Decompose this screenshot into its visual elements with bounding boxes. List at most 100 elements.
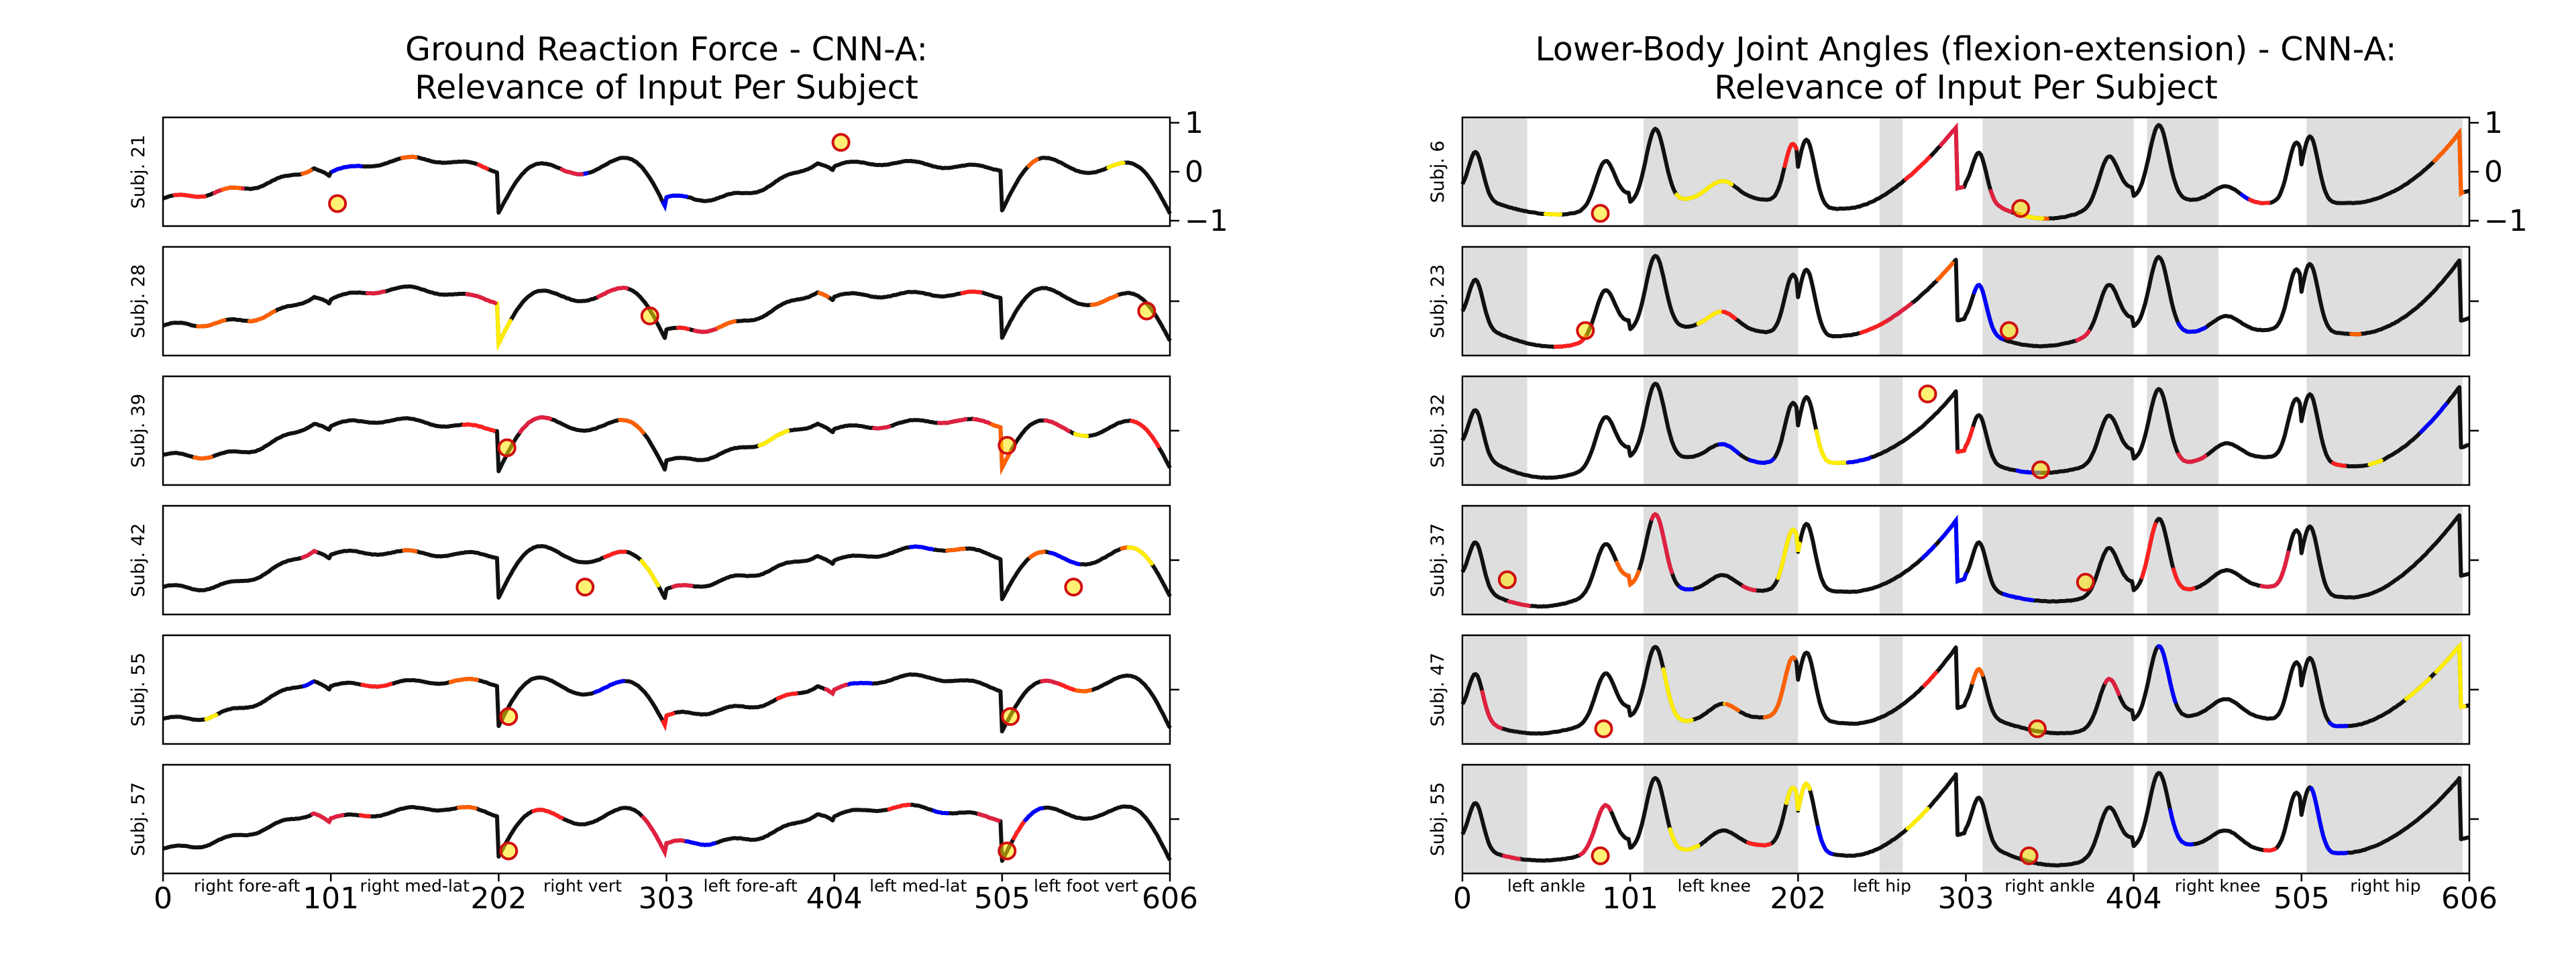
relevance-segment — [987, 421, 1013, 476]
highlight-marker — [328, 194, 347, 213]
shaded-region — [2147, 765, 2218, 873]
xtick-label: 101 — [1602, 881, 1658, 916]
relevance-segment — [518, 415, 553, 434]
relevance-segment — [2419, 402, 2449, 434]
subject-label: Subj. 6 — [1428, 140, 1448, 203]
relevance-segment — [1674, 187, 1709, 201]
segment-label: right med-lat — [360, 876, 470, 896]
chart-title-line: Relevance of Input Per Subject — [1714, 68, 2218, 107]
relevance-segment — [1776, 527, 1802, 580]
relevance-segment — [2330, 461, 2347, 468]
subject-label: Subj. 37 — [1428, 523, 1448, 597]
highlight-marker — [1137, 301, 1157, 321]
shaded-region — [1879, 635, 1903, 744]
subject-label: Subj. 55 — [1428, 782, 1448, 856]
relevance-segment — [462, 422, 496, 433]
relevance-segment — [1717, 442, 1741, 455]
subplot-subj-28: Subj. 28 — [128, 246, 1179, 357]
xtick-label: 101 — [303, 881, 359, 916]
highlight-marker — [499, 707, 519, 727]
relevance-segment — [1955, 426, 1975, 454]
segment-label: left med-lat — [869, 876, 967, 896]
series-line — [162, 415, 1172, 474]
relevance-segment — [2103, 676, 2121, 696]
relevance-segment — [1921, 544, 1937, 560]
subplot-frame — [162, 634, 1171, 745]
relevance-segment — [593, 679, 626, 694]
series-line — [162, 284, 1172, 346]
relevance-segment — [301, 168, 313, 176]
relevance-segment — [1668, 827, 1701, 852]
relevance-segment — [358, 813, 372, 818]
relevance-segment — [2176, 452, 2208, 464]
shaded-region — [2306, 247, 2463, 356]
relevance-segment — [1501, 853, 1521, 861]
relevance-segment — [2168, 808, 2194, 847]
relevance-segment — [1816, 825, 1833, 856]
shaded-region — [1464, 376, 1527, 485]
relevance-segment — [960, 289, 983, 295]
segment-label: right fore-aft — [194, 876, 301, 896]
relevance-segment — [2432, 127, 2465, 197]
relevance-segment — [653, 831, 686, 859]
segment-label: left hip — [1853, 876, 1911, 896]
relevance-segment — [639, 559, 661, 588]
relevance-segment — [2327, 720, 2349, 729]
relevance-segment — [1784, 781, 1812, 812]
relevance-segment — [1746, 841, 1772, 848]
relevance-segment — [661, 711, 676, 732]
xtick-label: 404 — [2106, 881, 2162, 916]
relevance-segment — [402, 548, 418, 553]
relevance-segment — [936, 417, 968, 425]
relevance-segment — [559, 167, 584, 176]
relevance-segment — [400, 154, 418, 160]
xtick-label: 202 — [1770, 881, 1826, 916]
highlight-marker — [2076, 572, 2095, 592]
relevance-segment — [365, 289, 386, 296]
subplot-frame — [162, 246, 1171, 357]
relevance-segment — [817, 290, 830, 299]
highlight-marker — [1576, 321, 1595, 340]
relevance-segment — [1073, 431, 1089, 439]
relevance-segment — [872, 424, 892, 431]
relevance-segment — [2002, 592, 2035, 602]
relevance-segment — [1907, 815, 1922, 829]
relevance-segment — [602, 549, 627, 559]
relevance-segment — [456, 804, 478, 810]
shaded-region — [1643, 376, 1799, 485]
highlight-marker — [1594, 719, 1613, 739]
xtick-label: 606 — [1142, 881, 1198, 916]
ytick-label: −1 — [1185, 204, 1228, 238]
relevance-segment — [310, 811, 345, 825]
shaded-region — [2306, 376, 2463, 485]
relevance-segment — [2248, 197, 2271, 205]
relevance-segment — [221, 185, 241, 192]
shaded-region — [2147, 247, 2218, 356]
relevance-segment — [2309, 786, 2344, 855]
shaded-region — [2147, 117, 2218, 226]
relevance-segment — [2404, 676, 2432, 701]
relevance-segment — [1762, 655, 1797, 720]
relevance-segment — [977, 812, 1001, 823]
subplot-subj-32: Subj. 32 — [1428, 375, 2479, 486]
chart-title: Ground Reaction Force - CNN-A: Relevance … — [405, 30, 928, 107]
ytick-label: −1 — [2484, 204, 2528, 238]
shaded-region — [1464, 247, 1527, 356]
relevance-segment — [887, 802, 912, 812]
xtick-label: 303 — [1938, 881, 1994, 916]
relevance-segment — [1650, 512, 1674, 575]
relevance-segment — [465, 292, 498, 305]
relevance-segment — [1480, 690, 1503, 731]
subplot-subj-39: Subj. 39 — [128, 375, 1179, 486]
series-line — [1460, 254, 2470, 350]
xtick-label: 505 — [2273, 881, 2330, 916]
relevance-segment — [1578, 802, 1613, 857]
relevance-segment — [596, 285, 629, 299]
relevance-segment — [1748, 457, 1776, 465]
relevance-segment — [2367, 458, 2383, 467]
segment-label: left foot vert — [1034, 876, 1138, 896]
relevance-segment — [2171, 567, 2196, 592]
segment-label: right knee — [2175, 876, 2261, 896]
relevance-segment — [1106, 160, 1126, 170]
